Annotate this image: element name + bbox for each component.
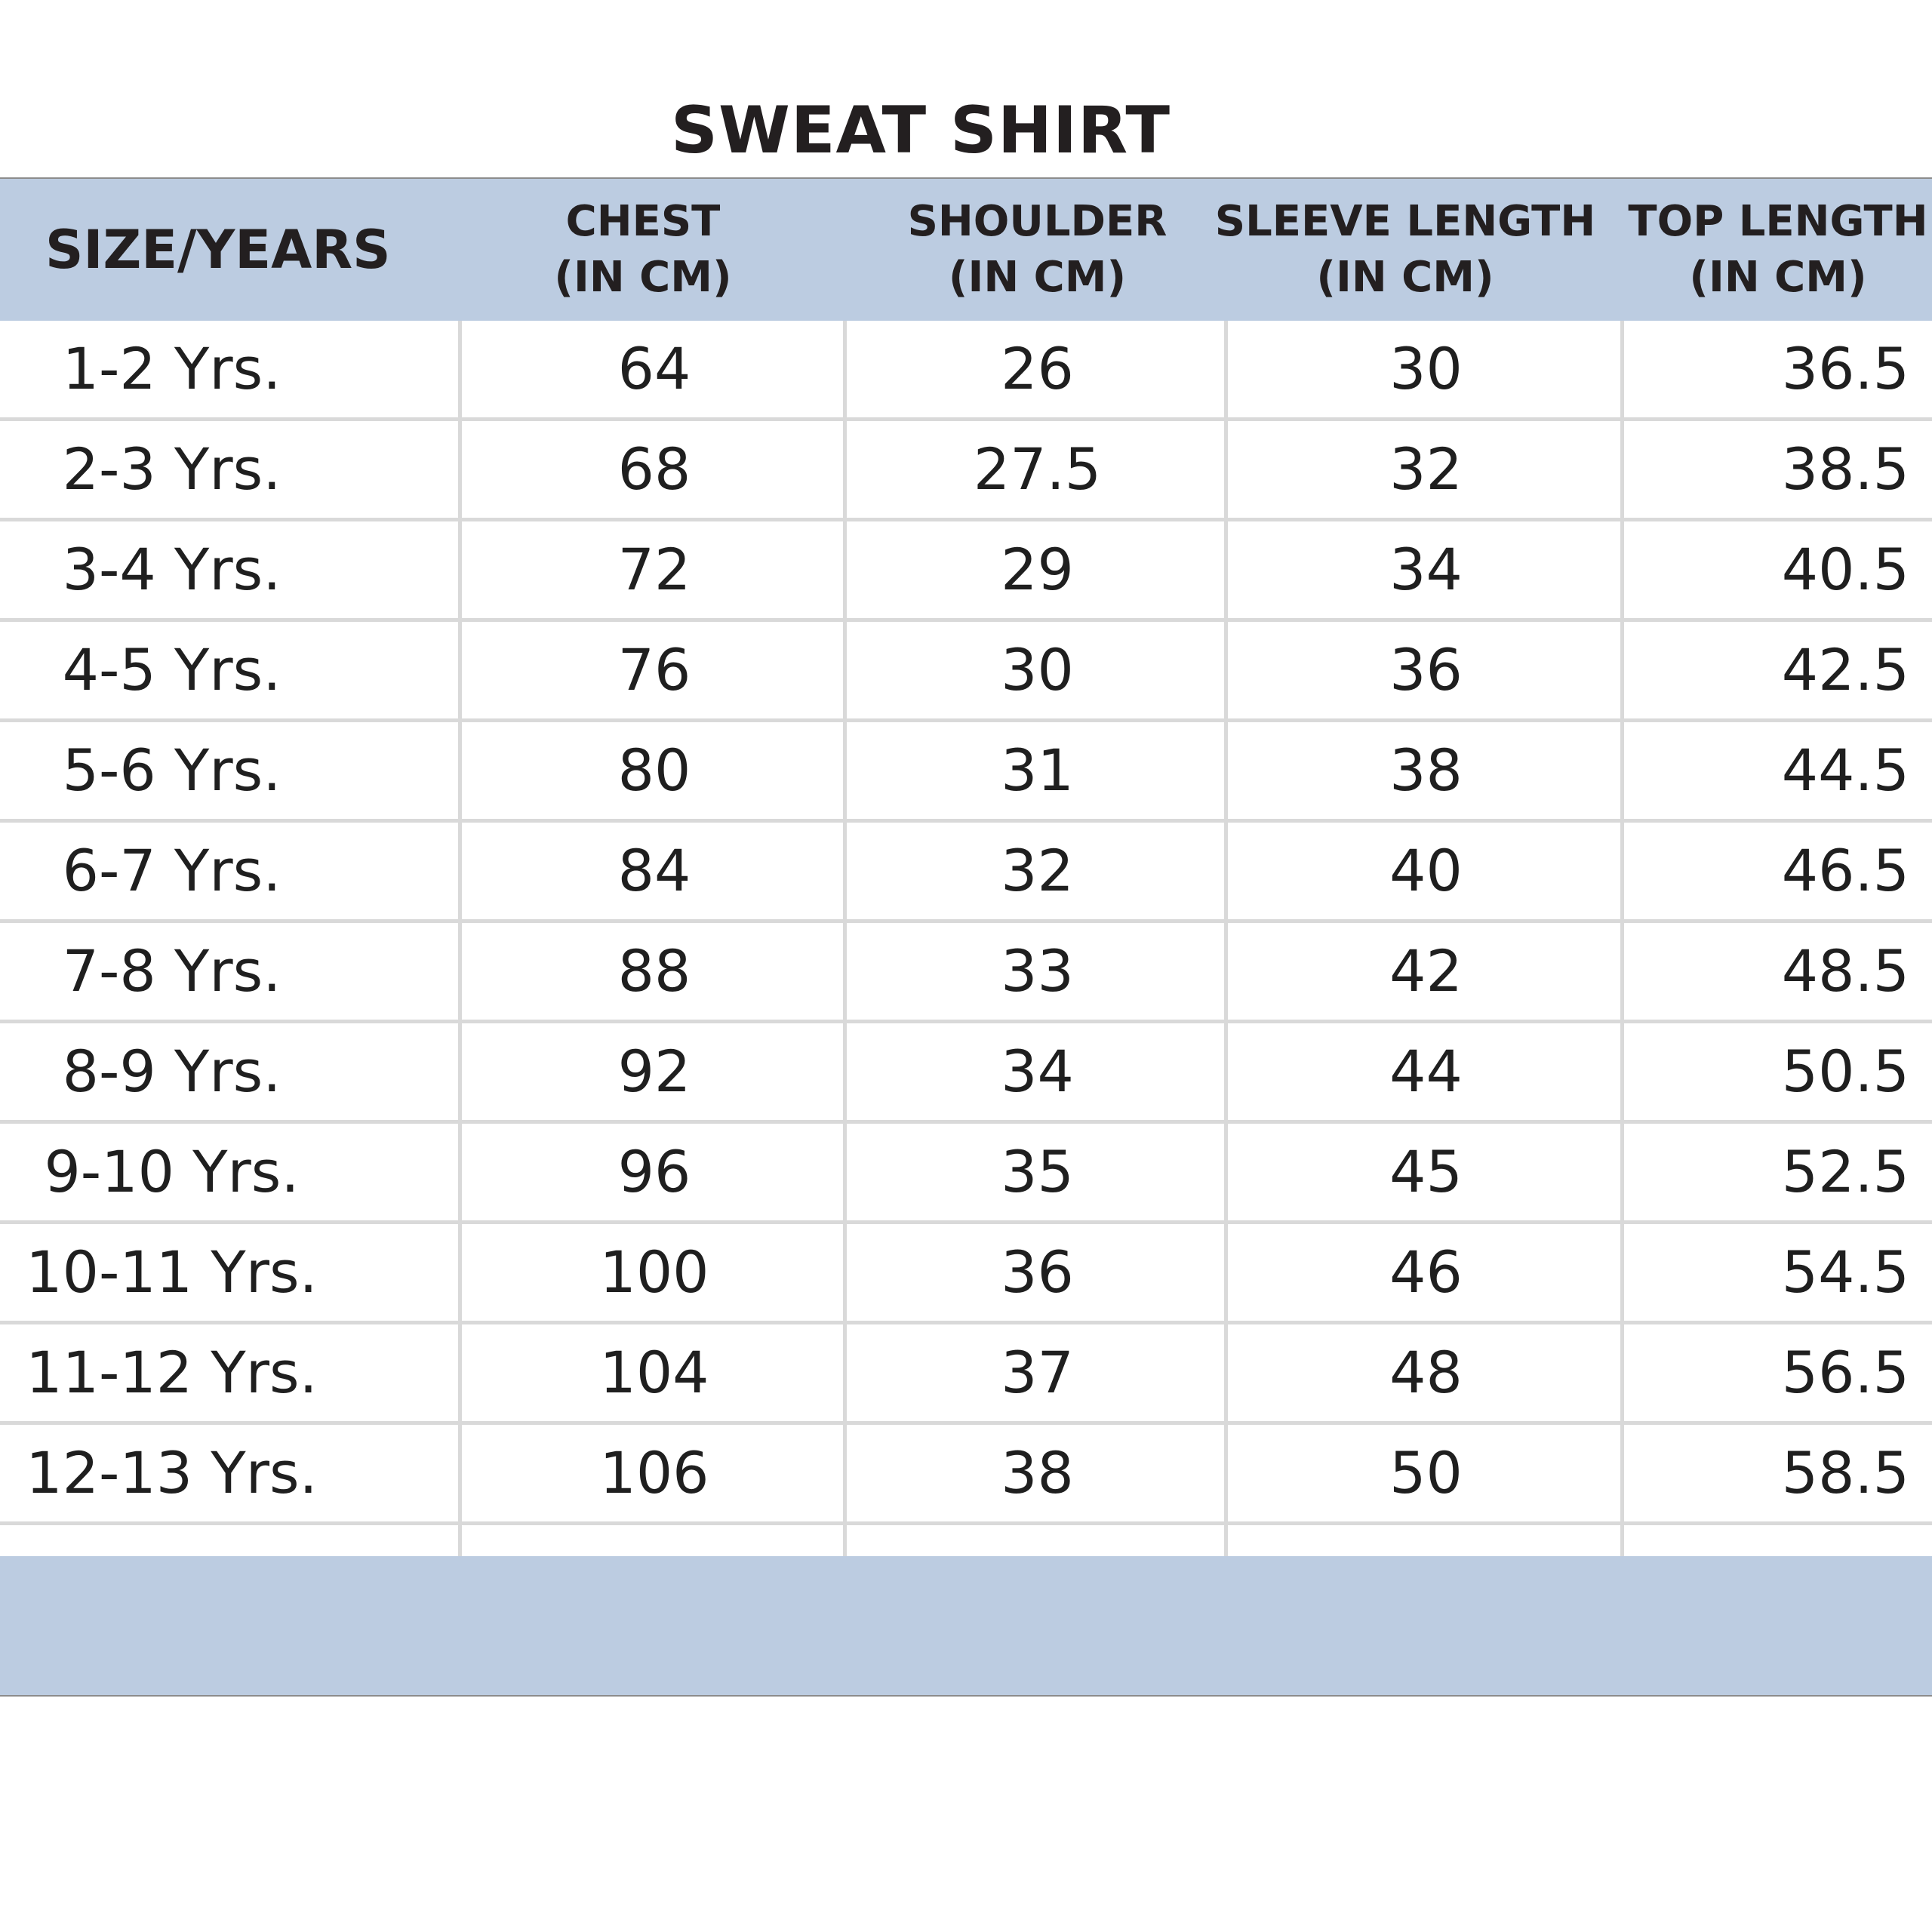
table-row: 3-4 Yrs. 72 29 34 40.5 [0,521,1932,622]
cell-sleeve: 32 [1389,435,1463,503]
header-top-unit: (IN CM) [1689,253,1867,302]
cell-shoulder: 34 [1001,1038,1074,1105]
cell-shoulder: 38 [1001,1439,1074,1506]
cell-top-length: 50.5 [1781,1038,1909,1105]
cell-top-length: 36.5 [1781,335,1909,402]
cell-size: 5-6 Yrs. [62,737,281,804]
cell-chest: 64 [617,335,691,402]
cell-shoulder: 31 [1001,737,1074,804]
table-row: 4-5 Yrs. 76 30 36 42.5 [0,622,1932,722]
table-row: 7-8 Yrs. 88 33 42 48.5 [0,923,1932,1023]
cell-sleeve: 50 [1389,1439,1463,1506]
cell-sleeve: 44 [1389,1038,1463,1105]
table-row: 9-10 Yrs. 96 35 45 52.5 [0,1124,1932,1224]
cell-size: 11-12 Yrs. [26,1339,318,1406]
header-size: SIZE/YEARS [0,179,462,321]
cell-size: 7-8 Yrs. [62,937,281,1004]
header-sleeve-unit: (IN CM) [1316,253,1494,302]
column-divider [1620,321,1624,1556]
header-top: TOP LENGTH (IN CM) [1624,179,1932,321]
header-shoulder-unit: (IN CM) [948,253,1127,302]
header-band [0,179,1932,321]
cell-top-length: 46.5 [1781,837,1909,904]
header-chest-label: CHEST [565,197,721,246]
table-row: 12-13 Yrs. 106 38 50 58.5 [0,1425,1932,1525]
table-row: 1-2 Yrs. 64 26 30 36.5 [0,321,1932,421]
table-row: 11-12 Yrs. 104 37 48 56.5 [0,1324,1932,1425]
cell-top-length: 48.5 [1781,937,1909,1004]
cell-shoulder: 26 [1001,335,1074,402]
table-row: 6-7 Yrs. 84 32 40 46.5 [0,823,1932,923]
header-shoulder: SHOULDER (IN CM) [847,179,1228,321]
cell-chest: 106 [599,1439,709,1506]
cell-sleeve: 38 [1389,737,1463,804]
cell-chest: 84 [617,837,691,904]
cell-shoulder: 30 [1001,636,1074,703]
cell-shoulder: 37 [1001,1339,1074,1406]
footer-band [0,1556,1932,1695]
cell-size: 10-11 Yrs. [26,1238,318,1306]
cell-chest: 104 [599,1339,709,1406]
cell-shoulder: 29 [1001,536,1074,603]
column-divider [843,321,847,1556]
cell-size: 3-4 Yrs. [62,536,281,603]
table-row: 8-9 Yrs. 92 34 44 50.5 [0,1023,1932,1124]
cell-sleeve: 48 [1389,1339,1463,1406]
cell-size: 4-5 Yrs. [62,636,281,703]
size-table: 1-2 Yrs. 64 26 30 36.5 2-3 Yrs. 68 27.5 … [0,321,1932,1556]
cell-shoulder: 32 [1001,837,1074,904]
cell-shoulder: 35 [1001,1138,1074,1205]
cell-sleeve: 45 [1389,1138,1463,1205]
cell-shoulder: 33 [1001,937,1074,1004]
cell-size: 8-9 Yrs. [62,1038,281,1105]
cell-chest: 80 [617,737,691,804]
cell-sleeve: 42 [1389,937,1463,1004]
cell-chest: 96 [617,1138,691,1205]
cell-sleeve: 46 [1389,1238,1463,1306]
cell-size: 2-3 Yrs. [62,435,281,503]
cell-sleeve: 36 [1389,636,1463,703]
cell-chest: 100 [599,1238,709,1306]
column-divider [458,321,462,1556]
cell-size: 1-2 Yrs. [62,335,281,402]
cell-top-length: 38.5 [1781,435,1909,503]
cell-chest: 68 [617,435,691,503]
cell-sleeve: 34 [1389,536,1463,603]
cell-size: 9-10 Yrs. [44,1138,300,1205]
column-divider [1224,321,1228,1556]
chart-title: SWEAT SHIRT [671,93,1171,168]
header-chest: CHEST (IN CM) [462,179,824,321]
header-shoulder-label: SHOULDER [907,197,1168,246]
cell-top-length: 58.5 [1781,1439,1909,1506]
header-chest-unit: (IN CM) [554,253,732,302]
cell-size: 6-7 Yrs. [62,837,281,904]
table-row: 2-3 Yrs. 68 27.5 32 38.5 [0,421,1932,521]
header-sleeve-label: SLEEVE LENGTH [1214,197,1596,246]
table-row: 5-6 Yrs. 80 31 38 44.5 [0,722,1932,823]
cell-top-length: 42.5 [1781,636,1909,703]
cell-shoulder: 27.5 [973,435,1102,503]
cell-top-length: 56.5 [1781,1339,1909,1406]
cell-sleeve: 30 [1389,335,1463,402]
cell-size: 12-13 Yrs. [26,1439,318,1506]
cell-top-length: 54.5 [1781,1238,1909,1306]
cell-chest: 88 [617,937,691,1004]
header-sleeve: SLEEVE LENGTH (IN CM) [1215,179,1595,321]
cell-chest: 76 [617,636,691,703]
cell-sleeve: 40 [1389,837,1463,904]
table-row: 10-11 Yrs. 100 36 46 54.5 [0,1224,1932,1324]
cell-shoulder: 36 [1001,1238,1074,1306]
header-size-label: SIZE/YEARS [45,219,391,281]
cell-top-length: 44.5 [1781,737,1909,804]
top-rule [0,177,1932,179]
cell-top-length: 40.5 [1781,536,1909,603]
header-top-label: TOP LENGTH [1628,197,1928,246]
cell-chest: 92 [617,1038,691,1105]
cell-chest: 72 [617,536,691,603]
bottom-rule [0,1695,1932,1697]
cell-top-length: 52.5 [1781,1138,1909,1205]
